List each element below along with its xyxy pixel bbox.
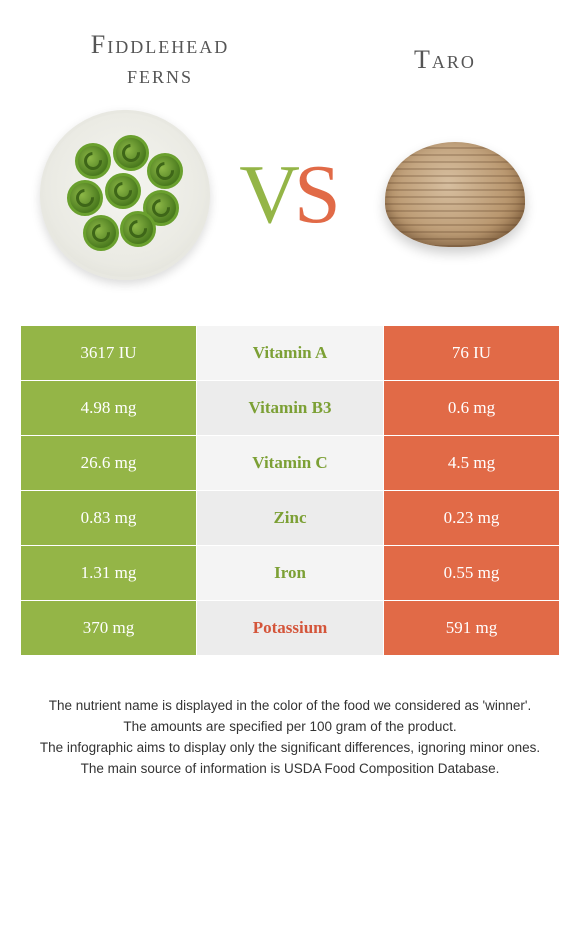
right-value: 0.55 mg — [383, 546, 559, 600]
vs-label: V S — [239, 153, 340, 237]
food-left-title-line1: Fiddlehead — [91, 30, 229, 59]
food-right-image — [360, 100, 550, 290]
table-row: 4.98 mgVitamin B30.6 mg — [20, 381, 560, 436]
left-value: 3617 IU — [21, 326, 197, 380]
left-value: 4.98 mg — [21, 381, 197, 435]
fiddleheads-icon — [65, 135, 185, 255]
footer-line-3: The infographic aims to display only the… — [22, 738, 558, 759]
footer-notes: The nutrient name is displayed in the co… — [0, 656, 580, 780]
food-right-title: Taro — [370, 45, 520, 75]
hero-row: V S — [0, 100, 580, 310]
right-value: 591 mg — [383, 601, 559, 655]
nutrient-name: Iron — [197, 546, 383, 600]
footer-line-4: The main source of information is USDA F… — [22, 759, 558, 780]
left-value: 1.31 mg — [21, 546, 197, 600]
right-value: 0.23 mg — [383, 491, 559, 545]
table-row: 0.83 mgZinc0.23 mg — [20, 491, 560, 546]
left-value: 0.83 mg — [21, 491, 197, 545]
nutrient-name: Zinc — [197, 491, 383, 545]
footer-line-1: The nutrient name is displayed in the co… — [22, 696, 558, 717]
table-row: 3617 IUVitamin A76 IU — [20, 325, 560, 381]
taro-icon — [385, 142, 525, 247]
right-value: 4.5 mg — [383, 436, 559, 490]
vs-letter-v: V — [239, 153, 300, 237]
footer-line-2: The amounts are specified per 100 gram o… — [22, 717, 558, 738]
food-left-title-line2: ferns — [127, 60, 193, 89]
nutrient-name: Vitamin B3 — [197, 381, 383, 435]
right-value: 0.6 mg — [383, 381, 559, 435]
left-value: 26.6 mg — [21, 436, 197, 490]
left-value: 370 mg — [21, 601, 197, 655]
food-left-title: Fiddlehead ferns — [60, 30, 260, 90]
nutrient-table: 3617 IUVitamin A76 IU4.98 mgVitamin B30.… — [20, 325, 560, 656]
table-row: 26.6 mgVitamin C4.5 mg — [20, 436, 560, 491]
plate-icon — [40, 110, 210, 280]
right-value: 76 IU — [383, 326, 559, 380]
nutrient-name: Vitamin C — [197, 436, 383, 490]
nutrient-name: Potassium — [197, 601, 383, 655]
vs-letter-s: S — [294, 153, 341, 237]
table-row: 370 mgPotassium591 mg — [20, 601, 560, 656]
food-left-image — [30, 100, 220, 290]
table-row: 1.31 mgIron0.55 mg — [20, 546, 560, 601]
nutrient-name: Vitamin A — [197, 326, 383, 380]
